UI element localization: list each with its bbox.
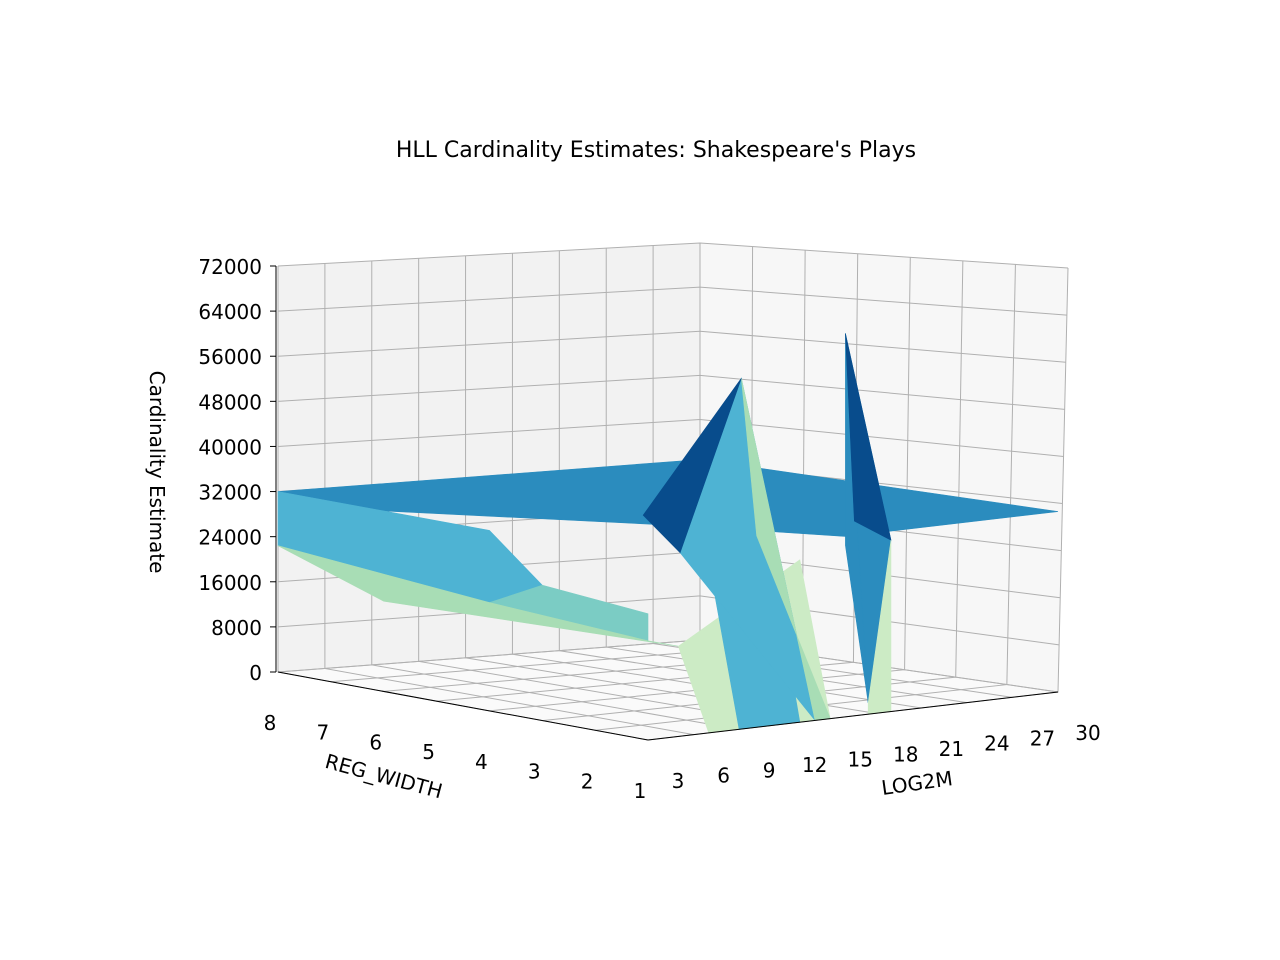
tick-labels: 0 8000 16000 24000 32000 40000 48000 56000 64000… — [198, 255, 1100, 803]
x-tick-label: 24 — [984, 732, 1009, 756]
chart-title: HLL Cardinality Estimates: Shakespeare's… — [396, 138, 916, 163]
axis-lines — [275, 266, 1059, 741]
z-tick-label: 24000 — [198, 526, 262, 550]
x-tick-label: 3 — [672, 769, 685, 793]
x-axis-line — [647, 691, 1059, 741]
y-tick-label: 1 — [634, 779, 647, 803]
surface-left-front — [277, 545, 679, 647]
y-gridline — [542, 260, 964, 722]
x-tick-label: 30 — [1075, 721, 1100, 745]
y-tick-label: 4 — [475, 750, 488, 774]
x-tick-label: 15 — [847, 748, 872, 772]
z-tick-label: 72000 — [198, 255, 262, 279]
y-gridline — [489, 257, 911, 712]
z-tick-label: 56000 — [198, 345, 262, 369]
x-tick-label: 12 — [802, 753, 827, 777]
z-tick-label: 64000 — [198, 300, 262, 324]
y-tick-label: 2 — [581, 769, 594, 793]
spike-2-back — [845, 333, 892, 541]
x-tick-label: 9 — [763, 758, 776, 782]
x-axis-label: LOG2M — [880, 766, 954, 800]
y-tick-label: 7 — [316, 721, 329, 745]
x-tick-label: 27 — [1030, 726, 1055, 750]
z-axis-label: Cardinality Estimate — [145, 371, 169, 574]
z-tick-label: 32000 — [198, 481, 262, 505]
y-tick-label: 6 — [369, 730, 382, 754]
x-tick-label: 21 — [939, 737, 964, 761]
y-tick-label: 8 — [264, 711, 277, 735]
z-tick-label: 8000 — [211, 616, 262, 640]
y-tick-label: 5 — [422, 740, 435, 764]
y-tick-label: 3 — [528, 760, 541, 784]
z-tick-label: 16000 — [198, 571, 262, 595]
x-tick-label: 6 — [717, 764, 730, 788]
z-tick-label: 40000 — [198, 435, 262, 459]
z-tick-label: 0 — [249, 661, 262, 685]
spike-1-back — [642, 378, 742, 554]
surface-plot — [277, 333, 1059, 734]
x-tick-label: 18 — [893, 742, 918, 766]
z-tick-label: 48000 — [198, 390, 262, 414]
y-axis-line — [277, 671, 649, 741]
